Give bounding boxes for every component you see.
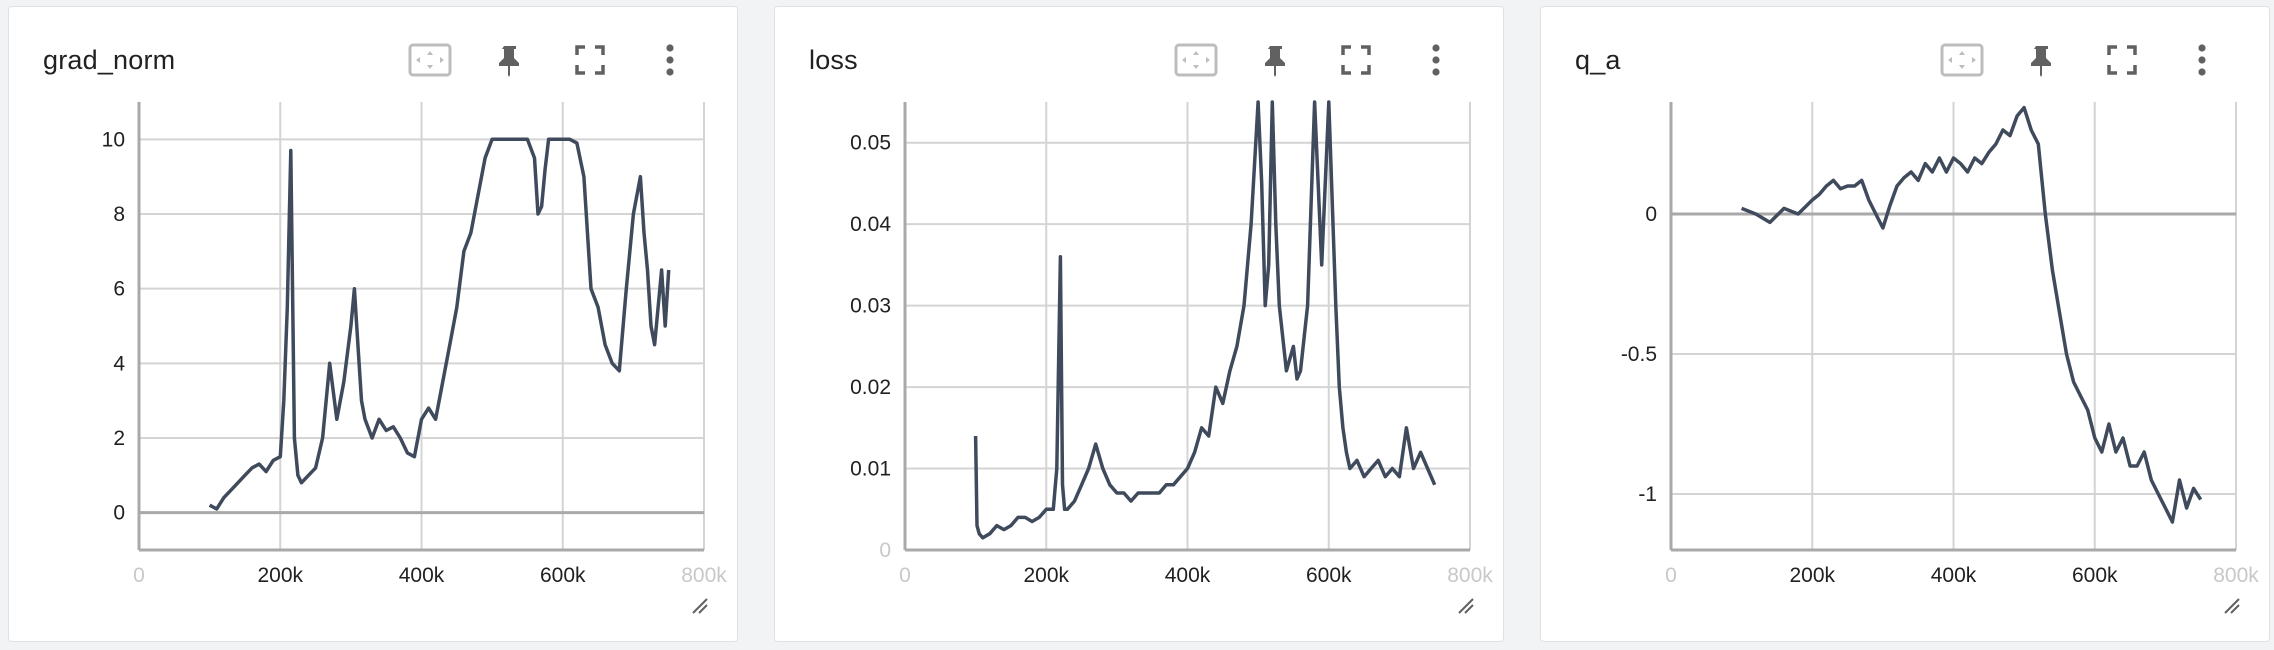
- pin-button[interactable]: [1253, 37, 1299, 83]
- more-options-button[interactable]: [1413, 37, 1459, 83]
- y-tick-label: 0: [113, 502, 125, 525]
- y-tick-label: 10: [102, 128, 125, 151]
- fit-domain-button[interactable]: [1173, 37, 1219, 83]
- chart-plot[interactable]: 0 200k 400k 600k 800k -1 -0.5 0: [1541, 7, 2271, 643]
- more-vert-icon: [666, 44, 674, 76]
- pin-button[interactable]: [487, 37, 533, 83]
- y-tick-label: 0.02: [850, 376, 891, 399]
- chart-card-loss: loss 0 200k 400k 600k 800k 0 0.01 0.02 0.03 0.04 0…: [774, 6, 1504, 642]
- x-tick-label: 200k: [257, 564, 303, 587]
- x-tick-label: 400k: [1931, 564, 1977, 587]
- series-line-0: [973, 100, 1437, 540]
- card-toolbar: [1939, 37, 2269, 83]
- chart-plot[interactable]: 0 200k 400k 600k 800k 0 2 4 6 8 10: [9, 7, 739, 643]
- fullscreen-icon: [2107, 45, 2137, 75]
- x-tick-label: 800k: [1447, 564, 1493, 587]
- x-tick-label: 200k: [1023, 564, 1069, 587]
- x-tick-label: 200k: [1789, 564, 1835, 587]
- chart-card-grad-norm: grad_norm 0 200k 400k 600k 800k 0 2 4 6 8 10: [8, 6, 738, 642]
- pin-button[interactable]: [2019, 37, 2065, 83]
- y-tick-label: 0.05: [850, 132, 891, 155]
- chart-card-q-a: q_a 0 200k 400k 600k 800k -1 -0.5 0: [1540, 6, 2270, 642]
- x-tick-label: 600k: [540, 564, 586, 587]
- x-tick-label: 0: [1665, 564, 1677, 587]
- y-tick-label: 0.03: [850, 295, 891, 318]
- more-options-button[interactable]: [2179, 37, 2225, 83]
- x-tick-label: 0: [133, 564, 145, 587]
- card-toolbar: [407, 37, 737, 83]
- y-tick-label: 0.01: [850, 458, 891, 481]
- y-tick-label: 2: [113, 427, 125, 450]
- fit-domain-button[interactable]: [407, 37, 453, 83]
- pin-icon: [2031, 46, 2051, 77]
- y-tick-label: 8: [113, 203, 125, 226]
- x-tick-label: 400k: [399, 564, 445, 587]
- resize-handle-icon[interactable]: [689, 595, 709, 615]
- x-tick-label: 400k: [1165, 564, 1211, 587]
- fullscreen-button[interactable]: [567, 37, 613, 83]
- fullscreen-icon: [575, 45, 605, 75]
- y-tick-label: 0: [1645, 203, 1657, 226]
- chart-plot[interactable]: 0 200k 400k 600k 800k 0 0.01 0.02 0.03 0.04 0.05: [775, 7, 1505, 643]
- fit-domain-icon: [408, 43, 452, 77]
- resize-handle-icon[interactable]: [2221, 595, 2241, 615]
- y-tick-label: 4: [113, 352, 125, 375]
- fit-domain-icon: [1940, 43, 1984, 77]
- card-title: loss: [809, 45, 858, 75]
- x-tick-label: 800k: [681, 564, 727, 587]
- more-options-button[interactable]: [647, 37, 693, 83]
- pin-icon: [499, 46, 519, 77]
- series-line-0: [1740, 105, 2203, 524]
- x-tick-label: 0: [899, 564, 911, 587]
- fullscreen-button[interactable]: [1333, 37, 1379, 83]
- series-line-0: [208, 137, 671, 511]
- y-tick-label: 0.04: [850, 213, 891, 236]
- y-tick-label: -0.5: [1621, 343, 1657, 366]
- y-tick-label: -1: [1638, 483, 1657, 506]
- more-vert-icon: [2198, 44, 2206, 76]
- more-vert-icon: [1432, 44, 1440, 76]
- card-toolbar: [1173, 37, 1503, 83]
- resize-handle-icon[interactable]: [1455, 595, 1475, 615]
- card-title: q_a: [1575, 45, 1621, 75]
- pin-icon: [1265, 46, 1285, 77]
- y-tick-label: 6: [113, 278, 125, 301]
- card-title: grad_norm: [43, 45, 176, 75]
- fullscreen-icon: [1341, 45, 1371, 75]
- x-tick-label: 800k: [2213, 564, 2259, 587]
- x-tick-label: 600k: [2072, 564, 2118, 587]
- y-tick-label: 0: [879, 539, 891, 562]
- fit-domain-button[interactable]: [1939, 37, 1985, 83]
- fullscreen-button[interactable]: [2099, 37, 2145, 83]
- fit-domain-icon: [1174, 43, 1218, 77]
- x-tick-label: 600k: [1306, 564, 1352, 587]
